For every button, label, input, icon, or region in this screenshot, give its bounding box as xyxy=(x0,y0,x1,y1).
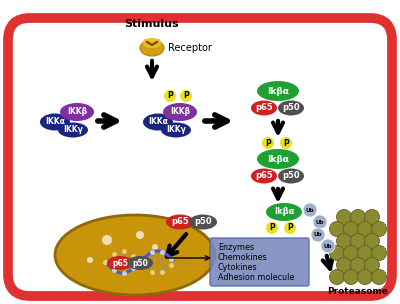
Circle shape xyxy=(284,222,296,234)
Circle shape xyxy=(344,246,358,261)
Circle shape xyxy=(87,257,93,263)
Text: P: P xyxy=(167,92,173,101)
Circle shape xyxy=(280,137,292,149)
Text: p50: p50 xyxy=(132,258,148,268)
Ellipse shape xyxy=(166,215,194,230)
Circle shape xyxy=(102,235,112,245)
Circle shape xyxy=(344,270,358,285)
Text: IKKβ: IKKβ xyxy=(170,108,190,116)
Text: p65: p65 xyxy=(112,258,128,268)
Ellipse shape xyxy=(143,113,173,130)
Circle shape xyxy=(358,270,372,285)
Text: Cytokines: Cytokines xyxy=(218,262,258,271)
Text: IKKγ: IKKγ xyxy=(166,126,186,134)
Circle shape xyxy=(364,257,380,272)
Circle shape xyxy=(358,246,372,261)
Ellipse shape xyxy=(143,38,161,48)
Circle shape xyxy=(336,233,352,248)
Circle shape xyxy=(180,90,192,102)
Text: IKKα: IKKα xyxy=(45,118,65,126)
Text: p65: p65 xyxy=(255,103,273,112)
Ellipse shape xyxy=(266,203,302,221)
Ellipse shape xyxy=(278,101,304,116)
Text: P: P xyxy=(265,139,271,147)
Circle shape xyxy=(262,137,274,149)
FancyBboxPatch shape xyxy=(8,18,392,296)
Ellipse shape xyxy=(257,149,299,169)
Ellipse shape xyxy=(251,168,277,184)
Text: Stimulus: Stimulus xyxy=(125,19,179,29)
Circle shape xyxy=(313,215,327,229)
Text: Ikβα: Ikβα xyxy=(274,208,294,216)
Ellipse shape xyxy=(55,215,215,295)
Text: p50: p50 xyxy=(194,217,212,226)
Polygon shape xyxy=(144,40,160,47)
Ellipse shape xyxy=(257,81,299,101)
Circle shape xyxy=(344,222,358,237)
Ellipse shape xyxy=(127,256,153,270)
Ellipse shape xyxy=(189,215,217,230)
Circle shape xyxy=(364,233,380,248)
Circle shape xyxy=(164,90,176,102)
Ellipse shape xyxy=(60,103,94,121)
Circle shape xyxy=(358,222,372,237)
Ellipse shape xyxy=(278,168,304,184)
Ellipse shape xyxy=(107,256,133,270)
Text: P: P xyxy=(269,223,275,233)
Circle shape xyxy=(350,209,366,224)
Text: P: P xyxy=(183,92,189,101)
Text: Ikβα: Ikβα xyxy=(267,154,289,164)
Text: Ub: Ub xyxy=(324,244,332,248)
Text: IKKβ: IKKβ xyxy=(67,108,87,116)
Text: Receptor: Receptor xyxy=(168,43,212,53)
Circle shape xyxy=(350,233,366,248)
Ellipse shape xyxy=(140,40,164,56)
Circle shape xyxy=(336,209,352,224)
Text: Ub: Ub xyxy=(306,208,314,212)
Circle shape xyxy=(372,222,386,237)
Circle shape xyxy=(330,222,344,237)
Ellipse shape xyxy=(161,123,191,137)
Circle shape xyxy=(330,270,344,285)
Ellipse shape xyxy=(251,101,277,116)
Text: p50: p50 xyxy=(282,103,300,112)
Circle shape xyxy=(266,222,278,234)
Circle shape xyxy=(311,228,325,242)
Text: Ub: Ub xyxy=(314,233,322,237)
Text: Proteasome: Proteasome xyxy=(328,286,388,295)
Circle shape xyxy=(364,209,380,224)
Circle shape xyxy=(303,203,317,217)
Ellipse shape xyxy=(40,113,70,130)
Circle shape xyxy=(330,246,344,261)
Text: Chemokines: Chemokines xyxy=(218,253,268,261)
Ellipse shape xyxy=(163,103,197,121)
Circle shape xyxy=(372,270,386,285)
Text: p65: p65 xyxy=(255,171,273,181)
Circle shape xyxy=(372,246,386,261)
Text: P: P xyxy=(283,139,289,147)
Text: p65: p65 xyxy=(171,217,189,226)
Text: P: P xyxy=(287,223,293,233)
Circle shape xyxy=(336,257,352,272)
FancyBboxPatch shape xyxy=(210,238,309,286)
Text: IKKα: IKKα xyxy=(148,118,168,126)
Circle shape xyxy=(152,244,158,250)
Text: IKKγ: IKKγ xyxy=(63,126,83,134)
Text: Ub: Ub xyxy=(316,219,324,224)
Text: p50: p50 xyxy=(282,171,300,181)
Ellipse shape xyxy=(58,123,88,137)
Circle shape xyxy=(321,239,335,253)
Circle shape xyxy=(136,231,144,239)
Text: Ikβα: Ikβα xyxy=(267,87,289,95)
Text: Enzymes: Enzymes xyxy=(218,243,254,251)
Text: Adhesion molecule: Adhesion molecule xyxy=(218,272,294,282)
Circle shape xyxy=(350,257,366,272)
